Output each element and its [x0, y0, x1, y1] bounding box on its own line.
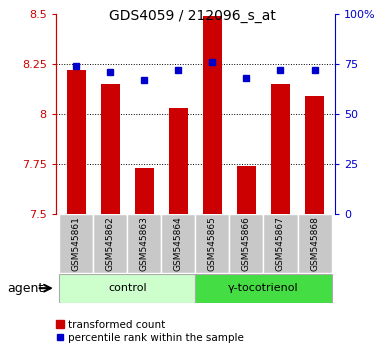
Text: GSM545866: GSM545866 [242, 216, 251, 271]
Text: GDS4059 / 212096_s_at: GDS4059 / 212096_s_at [109, 9, 276, 23]
Text: agent: agent [8, 282, 44, 295]
Bar [93, 214, 127, 273]
Text: GSM545864: GSM545864 [174, 216, 183, 271]
Bar [67, 70, 85, 214]
Bar [135, 168, 154, 214]
Bar [196, 214, 229, 273]
Text: control: control [108, 283, 147, 293]
Bar [196, 274, 331, 303]
Bar [169, 108, 188, 214]
Bar [101, 84, 120, 214]
Bar [271, 84, 290, 214]
Bar [203, 16, 222, 214]
Bar [161, 214, 196, 273]
Text: GSM545863: GSM545863 [140, 216, 149, 271]
Bar [237, 166, 256, 214]
Text: γ-tocotrienol: γ-tocotrienol [228, 283, 299, 293]
Bar [263, 214, 298, 273]
Bar [298, 214, 331, 273]
Bar [59, 274, 196, 303]
Text: GSM545865: GSM545865 [208, 216, 217, 271]
Text: GSM545867: GSM545867 [276, 216, 285, 271]
Text: GSM545868: GSM545868 [310, 216, 319, 271]
Bar [229, 214, 263, 273]
Bar [305, 96, 324, 214]
Bar [127, 214, 161, 273]
Legend: transformed count, percentile rank within the sample: transformed count, percentile rank withi… [52, 315, 248, 347]
Bar [59, 214, 93, 273]
Text: GSM545861: GSM545861 [72, 216, 81, 271]
Text: GSM545862: GSM545862 [106, 216, 115, 271]
